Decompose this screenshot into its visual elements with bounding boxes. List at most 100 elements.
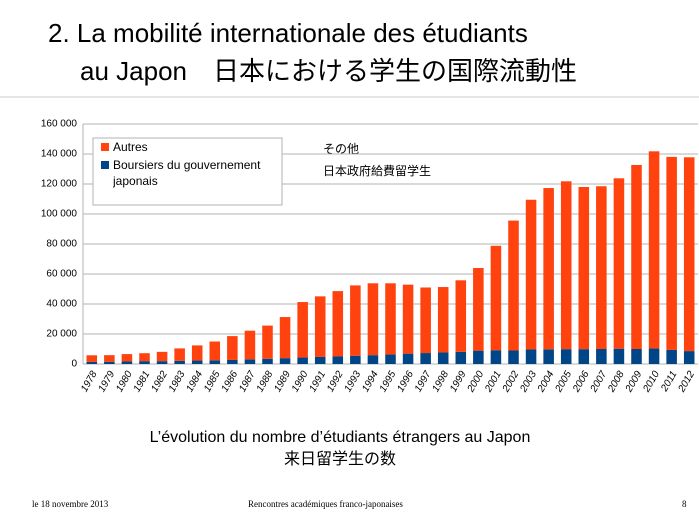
bar: [279, 358, 291, 364]
bar: [596, 186, 607, 349]
bar: [244, 330, 256, 360]
bar: [227, 359, 238, 364]
bar: [279, 317, 291, 359]
footer-page: 8: [682, 499, 687, 509]
x-tick-label: 1985: [202, 369, 223, 394]
x-tick-label: 1981: [132, 369, 153, 394]
footer-date: le 18 novembre 2013: [32, 499, 109, 509]
x-tick-label: 2002: [500, 369, 521, 395]
x-tick-label: 1999: [448, 369, 469, 394]
bar: [560, 349, 572, 364]
bar: [543, 188, 554, 350]
bar: [631, 164, 642, 349]
legend-swatch: [101, 143, 109, 151]
x-tick-label: 1978: [79, 369, 100, 394]
bar: [666, 349, 677, 364]
x-tick-label: 2004: [535, 369, 556, 395]
bar: [104, 361, 115, 364]
bar: [174, 348, 185, 361]
bar: [121, 361, 133, 364]
footer-event: Rencontres académiques franco-japonaises: [248, 499, 403, 509]
x-tick-label: 2006: [571, 369, 592, 395]
bar: [191, 345, 203, 361]
bar: [367, 355, 379, 364]
y-tick-label: 60 000: [46, 269, 77, 280]
bar: [613, 348, 625, 364]
bar: [209, 341, 221, 361]
bar: [262, 358, 273, 364]
y-tick-label: 140 000: [41, 149, 78, 160]
bar: [244, 359, 256, 364]
x-tick-label: 2001: [483, 369, 504, 395]
bar: [332, 291, 344, 357]
x-tick-label: 1995: [378, 369, 399, 394]
bar: [156, 351, 168, 362]
bar: [648, 348, 660, 364]
x-tick-label: 1991: [307, 369, 328, 394]
x-tick-label: 2000: [465, 369, 486, 395]
bar: [350, 355, 361, 364]
bar: [613, 178, 625, 349]
bar: [437, 352, 449, 364]
bar: [683, 351, 695, 364]
x-tick-label: 1990: [290, 369, 311, 394]
x-tick-label: 2012: [676, 369, 697, 395]
bar: [525, 199, 537, 350]
bar: [437, 287, 449, 353]
x-tick-label: 1982: [149, 369, 170, 394]
bar: [314, 296, 326, 357]
legend-label: Boursiers du gouvernement japonais: [113, 158, 261, 188]
bar: [402, 284, 414, 354]
bar: [139, 361, 150, 364]
y-tick-label: 100 000: [41, 209, 78, 220]
bar: [86, 355, 98, 362]
annotation: 日本政府給費留学生: [323, 163, 431, 178]
bar: [297, 357, 308, 364]
bar: [490, 245, 502, 351]
bar: [525, 349, 537, 364]
x-tick-label: 2011: [659, 369, 680, 394]
x-tick-label: 1997: [413, 369, 434, 394]
bar: [385, 354, 396, 364]
bar: [262, 325, 273, 359]
legend-entry: Boursiers du gouvernement japonais: [113, 158, 261, 188]
bar: [104, 355, 115, 362]
bar: [455, 280, 467, 352]
bar: [455, 351, 467, 364]
bar: [631, 349, 642, 364]
bar: [332, 356, 344, 364]
x-tick-label: 1980: [114, 369, 135, 394]
x-tick-label: 1979: [97, 369, 118, 394]
bar: [420, 287, 431, 354]
x-tick-label: 1994: [360, 369, 381, 394]
legend-box: [92, 137, 283, 206]
x-tick-label: 1986: [220, 369, 241, 394]
legend-entry: Autres: [113, 140, 148, 154]
bar: [314, 356, 326, 364]
x-tick-label: 1992: [325, 369, 346, 394]
y-tick-label: 0: [71, 359, 77, 370]
x-tick-label: 2009: [623, 369, 644, 395]
bar: [596, 349, 607, 364]
bar: [121, 354, 133, 362]
x-tick-label: 1988: [255, 369, 276, 394]
bar: [648, 151, 660, 349]
bar: [560, 181, 572, 350]
y-tick-label: 40 000: [46, 299, 77, 310]
x-tick-label: 1983: [167, 369, 188, 394]
bar: [385, 283, 396, 355]
x-tick-label: 1993: [343, 369, 364, 394]
x-tick-label: 1998: [430, 369, 451, 394]
y-tick-label: 20 000: [46, 329, 77, 340]
bar: [174, 360, 185, 364]
bar: [367, 283, 379, 356]
x-tick-label: 2010: [641, 369, 662, 395]
bar: [666, 156, 677, 350]
y-tick-label: 160 000: [41, 119, 78, 130]
x-tick-label: 2003: [518, 369, 539, 395]
bar: [227, 336, 238, 360]
x-tick-label: 2008: [606, 369, 627, 395]
bar: [508, 350, 519, 364]
x-tick-label: 2005: [553, 369, 574, 395]
